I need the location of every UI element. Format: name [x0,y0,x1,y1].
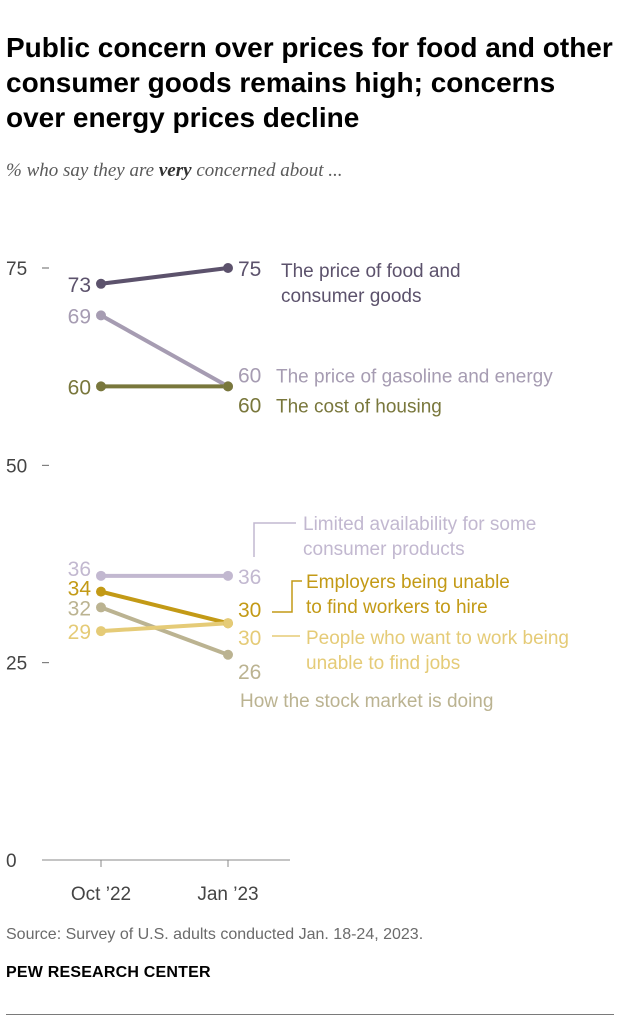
value-label-end-3: 36 [238,566,261,589]
data-point-6-1 [223,618,233,629]
data-point-5-1 [223,649,233,660]
series-line-0 [99,266,230,286]
data-point-0-1 [223,263,233,273]
value-label-end-2: 60 [238,394,261,417]
series-label-2: The cost of housing [276,396,442,417]
series-label-4: Employers being unable to find workers to… [306,572,510,618]
data-point-6-0 [96,626,106,637]
series-label-line: Limited availability for some [303,514,536,535]
value-label-start-4: 34 [68,578,92,601]
value-label-end-0: 75 [238,258,261,281]
data-point-3-0 [96,570,106,581]
organization-name: PEW RESEARCH CENTER [6,964,211,981]
series-line-6 [99,621,230,634]
data-point-2-0 [96,381,106,392]
x-tick-label: Oct ’22 [71,884,131,905]
y-tick-label: 75 [6,259,27,280]
subtitle-emphasis: very [158,160,192,181]
series-label-line: The cost of housing [276,396,442,417]
data-point-4-0 [96,586,106,597]
y-tick-label: 50 [6,456,27,477]
series-line-5 [99,605,230,657]
chart-subtitle: % who say they are very concerned about … [6,160,342,182]
data-point-1-0 [96,310,106,321]
series-label-line: How the stock market is doing [240,691,493,712]
value-label-start-1: 69 [68,305,91,328]
y-tick-label: 0 [6,851,17,872]
data-point-0-0 [96,278,106,289]
value-label-end-4: 30 [238,599,261,622]
series-label-line: The price of food and [281,261,461,282]
series-label-line: unable to find jobs [306,653,460,674]
leader-line-availability [253,522,296,557]
series-line-4 [99,589,230,626]
source-note: Source: Survey of U.S. adults conducted … [6,926,424,943]
value-label-start-0: 73 [68,274,91,297]
series-label-5: How the stock market is doing [240,691,493,712]
series-label-line: consumer products [303,539,465,560]
series-label-line: to find workers to hire [306,597,488,618]
leader-line-employers [272,580,302,613]
chart-title: Public concern over prices for food and … [6,32,613,133]
bottom-divider [6,1014,614,1015]
subtitle-suffix: concerned about ... [191,160,343,181]
series-label-0: The price of food and consumer goods [281,261,461,307]
series-line-1 [99,313,230,389]
series-label-line: Employers being unable [306,572,510,593]
series-label-6: People who want to work being unable to f… [306,628,569,674]
series-label-line: consumer goods [281,286,421,307]
subtitle-prefix: % who say they are [6,160,159,181]
value-label-start-2: 60 [68,376,91,399]
data-point-5-0 [96,602,106,613]
series-label-3: Limited availability for some consumer pr… [303,514,536,560]
series-label-1: The price of gasoline and energy [276,366,553,387]
series-label-line: People who want to work being [306,628,569,649]
value-label-start-6: 29 [68,621,91,644]
value-label-end-1: 60 [238,364,261,387]
y-tick-label: 25 [6,654,27,675]
data-point-2-1 [223,381,233,392]
value-label-start-3: 36 [68,558,91,581]
value-label-end-6: 30 [238,627,261,650]
series-label-line: The price of gasoline and energy [276,366,553,387]
value-label-end-5: 26 [238,661,261,684]
x-tick-label: Jan ’23 [197,884,258,905]
value-label-start-5: 32 [68,597,91,620]
data-point-3-1 [223,570,233,581]
